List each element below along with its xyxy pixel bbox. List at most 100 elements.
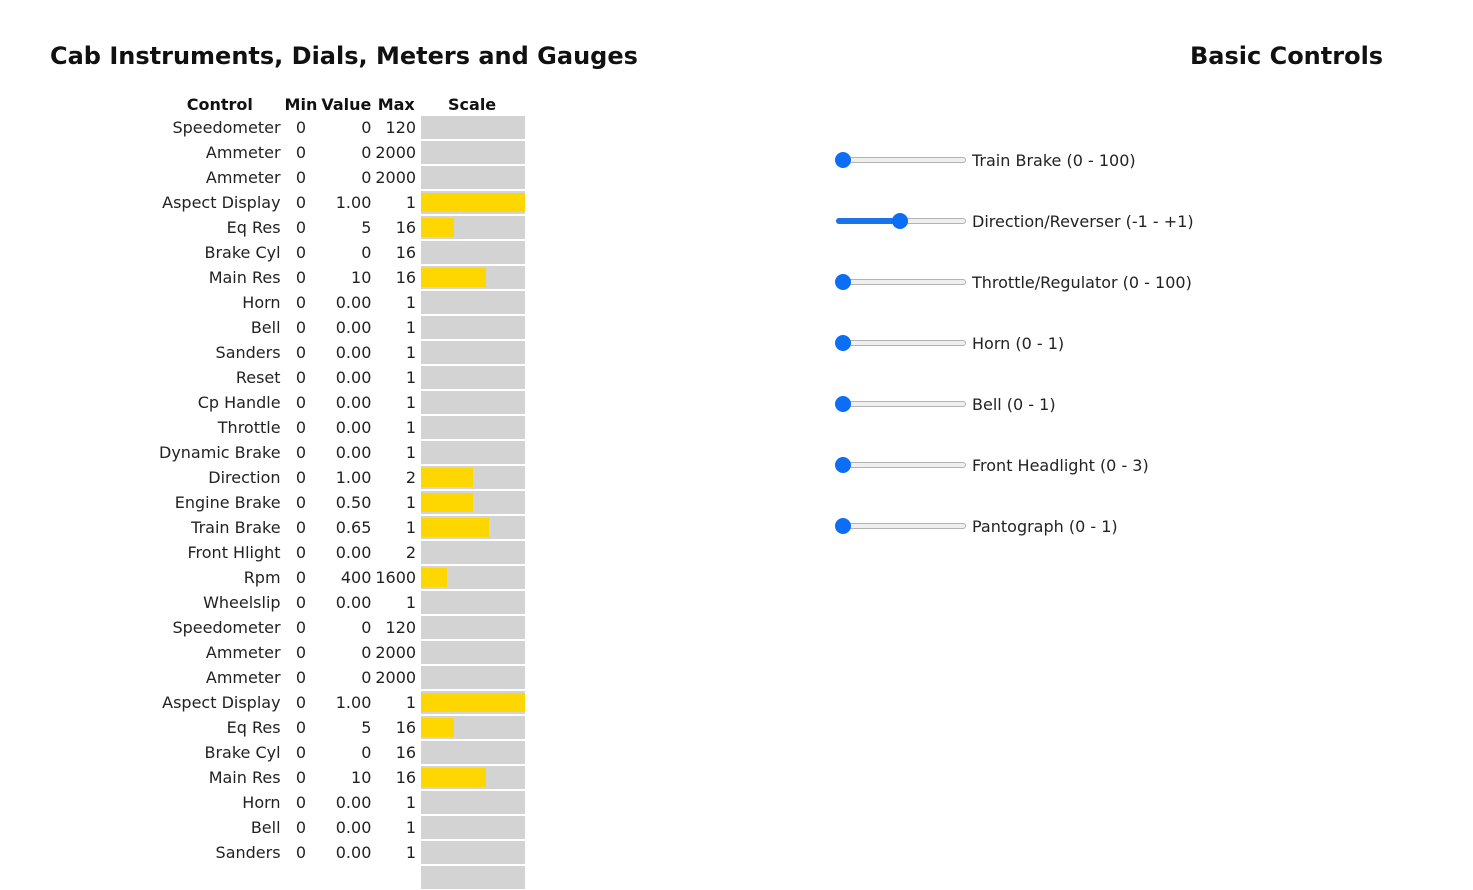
table-row: Engine Brake 0 0.50 1 [157,490,526,515]
range-slider[interactable] [834,207,966,237]
max-value: 120 [385,118,417,137]
max-value: 2 [405,543,417,562]
max-value: 1 [405,693,417,712]
slider-row: Front Headlight (0 - 3) [834,451,1194,512]
max-value: 16 [395,718,417,737]
slider-label: Horn (0 - 1) [972,334,1065,353]
range-slider[interactable] [834,146,966,176]
table-row: Bell 0 0.00 1 [157,315,526,340]
range-slider[interactable] [834,390,966,420]
table-row: Train Brake 0 0.65 1 [157,515,526,540]
range-slider[interactable] [834,329,966,359]
current-value: 0.00 [335,793,372,812]
slider-track[interactable] [836,157,966,163]
min-value: 0 [295,768,307,787]
scale-cell [419,840,526,865]
min-value: 0 [295,493,307,512]
slider-thumb[interactable] [835,335,851,351]
scale-cell [419,265,526,290]
current-value: 0 [361,643,372,662]
header-scale: Scale [448,94,497,114]
min-value: 0 [295,693,307,712]
min-value: 0 [295,718,307,737]
max-value: 1 [405,443,417,462]
control-name: Bell [250,818,281,837]
slider-label: Pantograph (0 - 1) [972,517,1118,536]
scale-bar-track [421,591,526,614]
min-value: 0 [295,218,307,237]
max-value: 1 [405,318,417,337]
range-slider[interactable] [834,451,966,481]
slider-thumb[interactable] [835,457,851,473]
current-value: 0.00 [335,418,372,437]
slider-track[interactable] [836,462,966,468]
slider-track[interactable] [836,279,966,285]
control-name: Eq Res [226,718,281,737]
max-value: 1 [405,418,417,437]
scale-bar-track [421,866,526,889]
table-row: Sanders 0 0.00 1 [157,840,526,865]
slider-thumb[interactable] [835,274,851,290]
scale-cell [419,315,526,340]
slider-track[interactable] [836,523,966,529]
scale-cell [419,415,526,440]
scale-bar-track [421,691,526,714]
table-row: Front Hlight 0 0.00 2 [157,540,526,565]
slider-thumb[interactable] [892,213,908,229]
slider-thumb[interactable] [835,518,851,534]
range-slider[interactable] [834,512,966,542]
range-slider[interactable] [834,268,966,298]
min-value: 0 [295,743,307,762]
table-row: Ammeter 0 0 2000 [157,165,526,190]
current-value: 1.00 [335,693,372,712]
scale-cell [419,490,526,515]
control-name: Speedometer [172,618,281,637]
current-value: 0 [361,618,372,637]
min-value: 0 [295,368,307,387]
max-value: 1 [405,368,417,387]
table-row: Ammeter 0 0 2000 [157,640,526,665]
scale-bar-fill [421,518,489,537]
table-row: Aspect Display 0 1.00 1 [157,690,526,715]
max-value: 1600 [375,568,417,587]
min-value: 0 [295,793,307,812]
table-row: Main Res 0 10 16 [157,765,526,790]
scale-bar-track [421,566,526,589]
scale-bar-track [421,241,526,264]
max-value: 1 [405,518,417,537]
slider-track[interactable] [836,340,966,346]
max-value: 2000 [375,668,417,687]
current-value: 0.00 [335,443,372,462]
table-header-row: Control Min Value Max Scale [157,93,525,115]
scale-cell [419,340,526,365]
scale-bar-track [421,216,526,239]
control-name: Ammeter [205,668,281,687]
current-value: 0.50 [335,493,372,512]
table-row: Eq Res 0 5 16 [157,715,526,740]
current-value: 0 [361,743,372,762]
table-row: Brake Cyl 0 0 16 [157,740,526,765]
scale-bar-track [421,541,526,564]
table-row: Ammeter 0 0 2000 [157,665,526,690]
control-name: Ammeter [205,143,281,162]
slider-thumb[interactable] [835,152,851,168]
table-row: Bell 0 0.00 1 [157,815,526,840]
scale-cell [419,115,526,140]
current-value: 0 [361,168,372,187]
scale-bar-track [421,366,526,389]
min-value: 0 [295,418,307,437]
max-value: 1 [405,193,417,212]
min-value: 0 [295,468,307,487]
table-row: Reset 0 0.00 1 [157,365,526,390]
slider-label: Front Headlight (0 - 3) [972,456,1149,475]
current-value: 1.00 [335,193,372,212]
scale-bar-track [421,791,526,814]
scale-bar-track [421,516,526,539]
table-row: Brake Cyl 0 0 16 [157,240,526,265]
slider-track[interactable] [836,401,966,407]
table-row: Ammeter 0 0 2000 [157,140,526,165]
basic-controls-list: Train Brake (0 - 100) Direction/Reverser … [834,146,1194,573]
scale-cell [419,140,526,165]
slider-thumb[interactable] [835,396,851,412]
control-name: Aspect Display [162,693,281,712]
